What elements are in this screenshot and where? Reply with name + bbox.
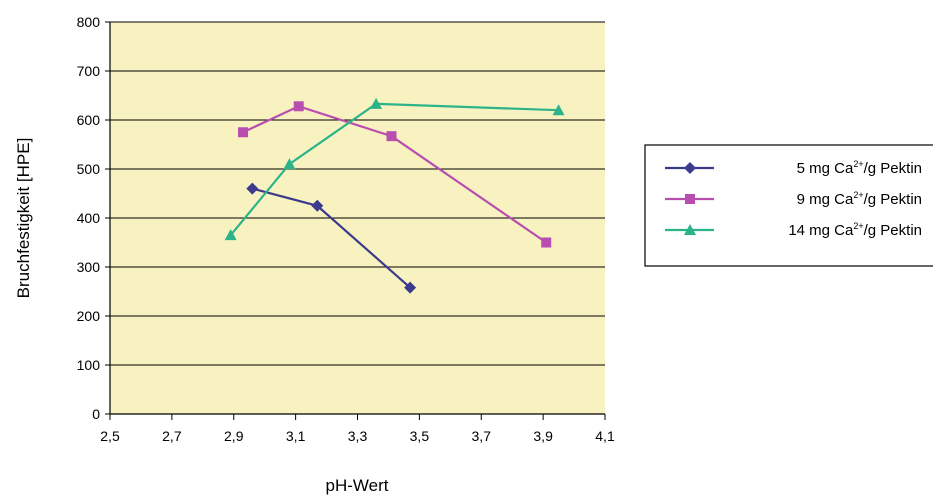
gridlines	[110, 21, 605, 366]
y-tick-label: 200	[77, 308, 101, 324]
x-tick-label: 4,1	[595, 428, 615, 444]
y-tick-label: 400	[77, 210, 101, 226]
x-axis-title: pH-Wert	[326, 476, 389, 495]
x-tick-label: 2,7	[162, 428, 182, 444]
x-tick-label: 2,9	[224, 428, 244, 444]
legend-label: 9 mg Ca2+/g Pektin	[797, 190, 922, 208]
data-point	[370, 97, 383, 109]
y-tick-label: 500	[77, 161, 101, 177]
legend-marker	[684, 162, 696, 174]
series-2	[238, 101, 552, 248]
legend-label: 14 mg Ca2+/g Pektin	[788, 221, 922, 239]
data-point	[311, 199, 324, 212]
data-point	[386, 131, 397, 142]
x-tick-label: 2,5	[100, 428, 120, 444]
y-tick-label: 100	[77, 357, 101, 373]
y-tick-labels: 0 100 200 300 400 500 600 700 800	[77, 14, 110, 422]
y-tick-label: 700	[77, 63, 101, 79]
series-1	[246, 182, 417, 294]
legend-item-2: 9 mg Ca2+/g Pektin	[665, 190, 922, 208]
data-point	[224, 229, 237, 241]
data-point	[238, 127, 249, 138]
legend: 5 mg Ca2+/g Pektin 9 mg Ca2+/g Pektin 14 m…	[644, 144, 933, 267]
series-3	[224, 97, 565, 241]
legend-item-1: 5 mg Ca2+/g Pektin	[665, 159, 922, 177]
x-tick-label: 3,3	[348, 428, 368, 444]
data-point	[293, 101, 304, 112]
series-line	[229, 102, 559, 236]
data-point	[404, 281, 417, 294]
legend-item-3: 14 mg Ca2+/g Pektin	[665, 221, 922, 239]
y-tick-label: 0	[92, 406, 100, 422]
x-tick-labels: 2,5 2,7 2,9 3,1 3,3 3,5 3,7 3,9 4,1	[100, 414, 615, 444]
data-point	[541, 237, 552, 248]
series-layer	[224, 97, 565, 294]
data-point	[552, 104, 565, 116]
x-tick-label: 3,1	[286, 428, 306, 444]
data-point	[246, 182, 259, 195]
y-tick-label: 600	[77, 112, 101, 128]
y-axis-title: Bruchfestigkeit [HPE]	[14, 138, 33, 299]
x-tick-label: 3,7	[472, 428, 492, 444]
legend-label: 5 mg Ca2+/g Pektin	[797, 159, 922, 177]
data-point	[283, 158, 296, 170]
x-tick-label: 3,5	[410, 428, 430, 444]
legend-marker	[685, 194, 695, 204]
y-tick-label: 800	[77, 14, 101, 30]
legend-marker	[684, 224, 696, 235]
series-line	[242, 105, 547, 244]
x-tick-label: 3,9	[533, 428, 553, 444]
y-tick-label: 300	[77, 259, 101, 275]
